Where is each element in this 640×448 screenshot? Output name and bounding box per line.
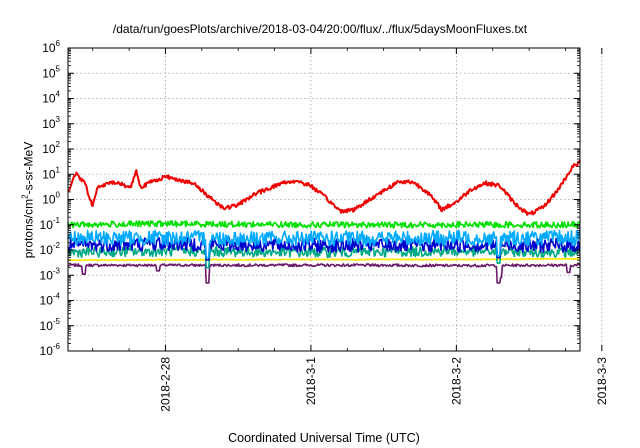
series-line (67, 257, 580, 262)
y-tick-label: 10-2 (40, 241, 61, 257)
x-axis-label: Coordinated Universal Time (UTC) (228, 431, 420, 445)
series-layer (67, 159, 581, 284)
y-tick-label: 101 (42, 165, 60, 181)
series-line (67, 245, 581, 269)
y-tick-label: 10-3 (40, 266, 61, 282)
series-line (67, 236, 581, 261)
y-tick-label: 106 (42, 39, 60, 55)
series-line (67, 220, 581, 229)
y-tick-label: 10-5 (40, 317, 61, 333)
y-tick-label: 105 (42, 64, 60, 80)
series-line (67, 263, 581, 284)
x-tick-label: 2018-2-28 (158, 357, 172, 412)
chart-title: /data/run/goesPlots/archive/2018-03-04/2… (112, 22, 528, 36)
axis-layer: 10-6 10-5 10-4 10-3 10-2 10-1 100 101 102 103 104 1… (40, 39, 609, 412)
y-tick-label: 10-1 (40, 216, 61, 232)
series-line (67, 229, 581, 259)
grid-layer (68, 48, 603, 351)
y-tick-label: 10-4 (40, 292, 61, 308)
y-tick-label: 10-6 (40, 342, 61, 358)
x-tick-label: 2018-3-2 (449, 357, 463, 405)
y-tick-label: 104 (42, 90, 60, 106)
x-tick-label: 2018-3-1 (304, 357, 318, 405)
y-tick-label: 102 (42, 140, 60, 156)
series-line (67, 159, 581, 216)
x-tick-label: 2018-3-3 (595, 357, 609, 405)
y-tick-label: 100 (42, 191, 60, 207)
y-tick-label: 103 (42, 115, 60, 131)
